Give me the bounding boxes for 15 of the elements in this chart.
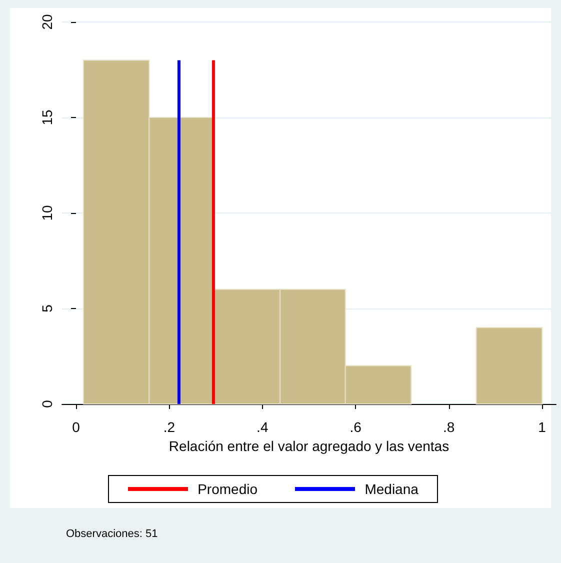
x-tick-label: .6 bbox=[350, 419, 362, 435]
y-tick-label: 5 bbox=[39, 304, 55, 312]
x-tick-label: 1 bbox=[538, 419, 546, 435]
x-tick-label: .8 bbox=[442, 419, 455, 435]
text: Observaciones: 51 bbox=[66, 528, 158, 540]
x-tick-label: 0 bbox=[72, 419, 80, 435]
legend-label: Promedio bbox=[198, 481, 258, 497]
y-tick-label: 10 bbox=[39, 205, 55, 221]
y-tick-label: 0 bbox=[39, 400, 55, 408]
legend-label: Mediana bbox=[364, 481, 418, 497]
y-tick-label: 15 bbox=[39, 110, 55, 126]
x-axis-title: Relación entre el valor agregado y las ventas bbox=[168, 438, 450, 454]
x-tick-label: .2 bbox=[163, 419, 176, 435]
y-tick-label: 20 bbox=[39, 14, 55, 30]
x-tick-label: .4 bbox=[256, 419, 268, 435]
